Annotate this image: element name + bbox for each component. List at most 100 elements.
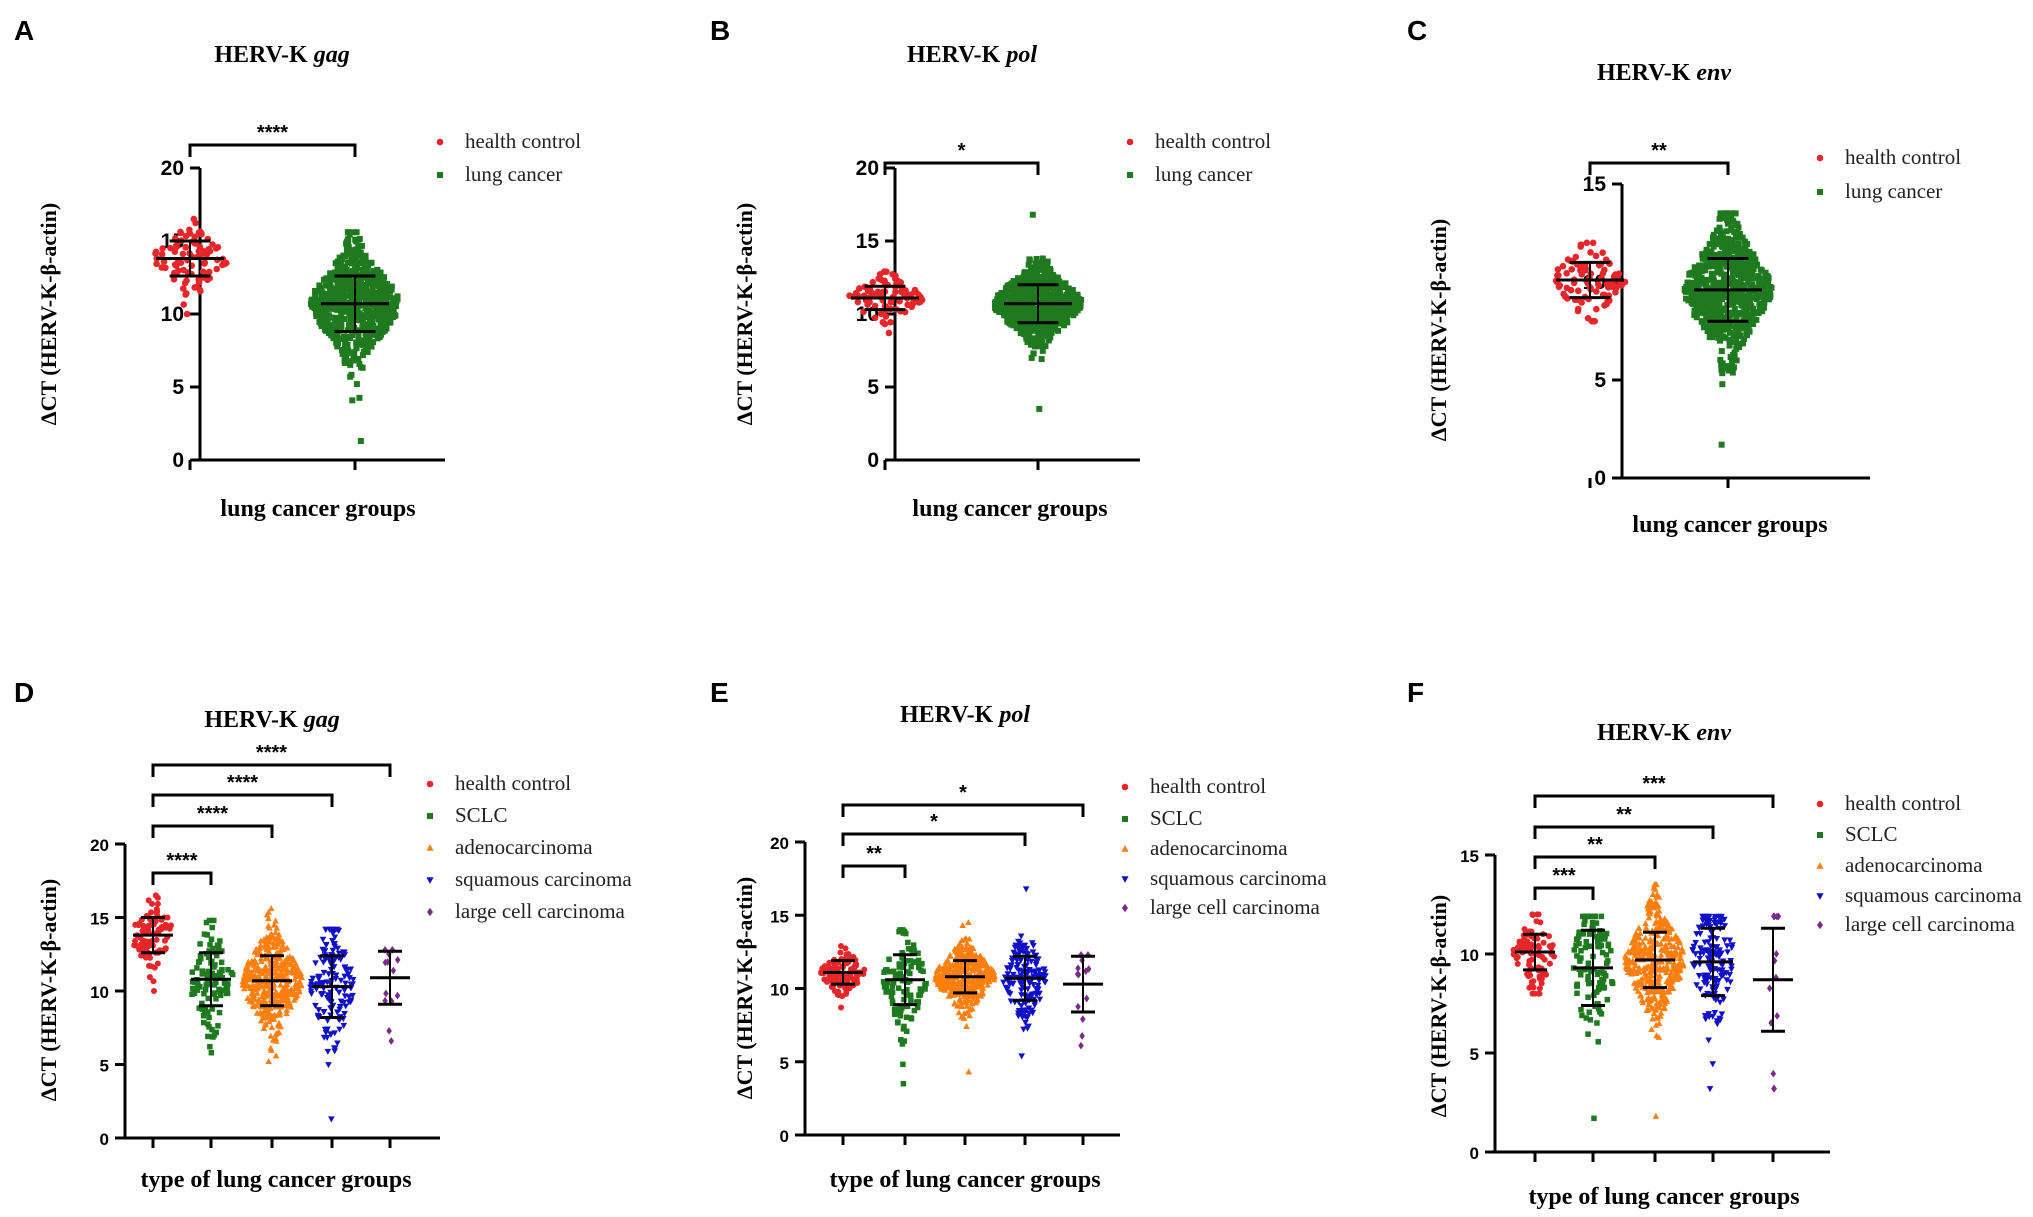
data-point <box>1744 332 1751 339</box>
data-point <box>321 315 328 322</box>
data-point <box>1586 943 1592 949</box>
data-point <box>1696 955 1704 962</box>
data-point <box>1121 876 1129 883</box>
data-point <box>885 329 893 337</box>
data-point <box>1054 285 1061 292</box>
significance-label: **** <box>256 742 287 764</box>
data-point <box>1735 243 1742 250</box>
data-point <box>339 279 346 286</box>
data-point <box>915 957 922 964</box>
data-point <box>1716 913 1723 920</box>
data-point <box>1741 245 1748 252</box>
data-point <box>318 991 326 998</box>
data-point <box>319 980 326 987</box>
y-axis-title: ΔCT (HERV-K-β-actin) <box>1426 219 1451 441</box>
data-point <box>1572 253 1580 261</box>
series-sclc <box>189 917 236 1056</box>
data-point <box>1030 350 1037 357</box>
data-point <box>899 927 906 933</box>
data-point <box>1599 969 1605 976</box>
data-point <box>1658 958 1666 965</box>
data-point <box>357 341 364 348</box>
data-point <box>366 333 373 340</box>
data-point <box>966 1006 974 1013</box>
data-point <box>267 1015 275 1022</box>
data-point <box>349 268 356 275</box>
data-point <box>1704 939 1712 946</box>
data-point <box>1762 293 1769 300</box>
data-point <box>1718 919 1725 926</box>
significance-label: **** <box>227 772 258 794</box>
data-point <box>353 381 360 388</box>
data-point <box>374 267 381 274</box>
data-point <box>154 894 161 901</box>
data-point <box>1593 288 1600 295</box>
data-point <box>275 1010 282 1017</box>
data-point <box>330 273 337 280</box>
data-point <box>315 1007 322 1014</box>
data-point <box>146 974 153 981</box>
data-point <box>357 286 364 293</box>
x-axis-title: lung cancer groups <box>912 496 1107 522</box>
panel-label: A <box>14 15 34 46</box>
data-point <box>1659 987 1667 994</box>
data-point <box>1036 331 1043 338</box>
data-point <box>1644 1006 1652 1013</box>
legend-label: health control <box>455 771 571 795</box>
data-point <box>1594 1000 1600 1007</box>
data-point <box>1037 299 1044 306</box>
data-point <box>1713 290 1720 297</box>
data-point <box>1055 305 1062 312</box>
data-point <box>356 394 363 401</box>
data-point <box>362 257 369 264</box>
data-point <box>136 920 143 927</box>
data-point <box>364 348 371 355</box>
data-point <box>1652 925 1660 932</box>
data-point <box>1035 968 1043 975</box>
data-point <box>1021 331 1028 338</box>
data-point <box>1586 1009 1592 1015</box>
data-point <box>1711 239 1718 246</box>
data-point <box>1664 924 1671 931</box>
data-point <box>214 942 221 948</box>
data-point <box>276 954 284 961</box>
data-point <box>1695 283 1702 290</box>
data-point <box>182 243 190 251</box>
legend-label: health control <box>1845 145 1961 169</box>
data-point <box>962 946 970 953</box>
data-point <box>209 241 216 248</box>
data-point <box>1697 307 1704 314</box>
data-point <box>1023 945 1031 952</box>
data-point <box>225 967 231 973</box>
significance-bracket <box>1533 886 1595 900</box>
data-point <box>298 974 306 981</box>
data-point <box>1079 1032 1085 1040</box>
data-point <box>1726 329 1733 336</box>
data-point <box>1714 322 1721 329</box>
data-point <box>260 937 268 944</box>
significance-bracket <box>151 824 274 838</box>
y-tick-label: 0 <box>1470 1144 1479 1163</box>
data-point <box>1703 281 1710 288</box>
data-point <box>951 1000 959 1007</box>
legend-label: adenocarcinoma <box>1845 853 1983 877</box>
data-point <box>208 1049 215 1056</box>
data-point <box>1693 292 1700 299</box>
data-point <box>1757 266 1764 273</box>
data-point <box>1035 972 1042 979</box>
data-point <box>884 979 891 986</box>
panel-label: D <box>14 677 34 708</box>
data-point <box>1588 980 1595 986</box>
y-tick-label: 0 <box>100 1130 109 1149</box>
significance-label: ** <box>1587 834 1603 856</box>
panel-label: E <box>710 677 729 708</box>
data-point <box>308 297 315 304</box>
data-point <box>1615 270 1623 277</box>
data-point <box>1580 931 1586 937</box>
data-point <box>1061 322 1068 329</box>
data-point <box>1750 251 1757 258</box>
data-point <box>272 917 279 924</box>
data-point <box>1655 1003 1663 1010</box>
data-point <box>1001 312 1008 319</box>
